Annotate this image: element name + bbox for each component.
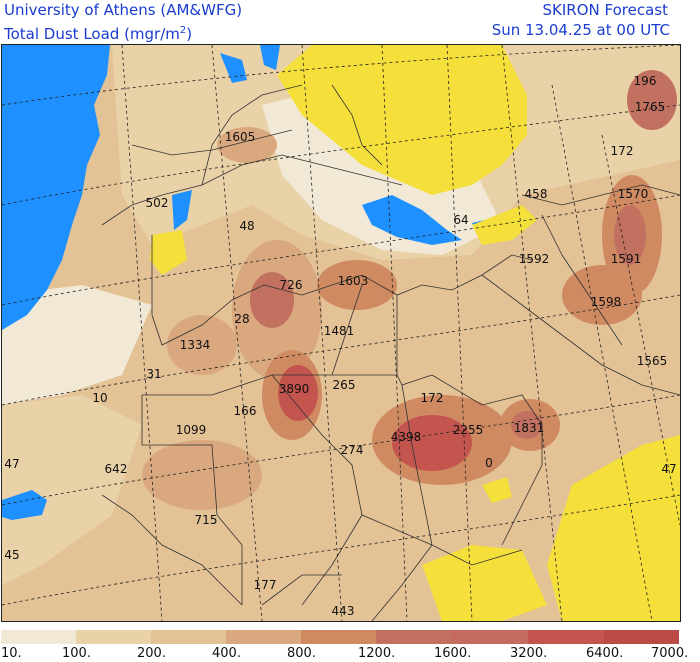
map-value-label: 265 — [332, 378, 356, 392]
legend-tick-label: 10. — [1, 646, 22, 661]
no-dust-horn — [482, 477, 512, 503]
map-value-label: 1831 — [513, 421, 545, 435]
dust-core-levant — [562, 265, 642, 325]
map-value-label: 31 — [146, 367, 162, 381]
map-value-label: 443 — [331, 604, 355, 618]
model-name: SKIRON Forecast — [542, 1, 668, 19]
map-value-label: 1598 — [590, 295, 622, 309]
legend-swatch — [151, 630, 226, 644]
legend-swatch — [376, 630, 452, 644]
field-title-close: ) — [186, 25, 193, 43]
graticule — [2, 45, 680, 621]
legend-tick-label: 3200. — [510, 646, 548, 661]
field-title: Total Dust Load (mgr/m2) — [4, 21, 192, 44]
map-value-label: 1334 — [179, 338, 211, 352]
dust-core-sahel — [142, 440, 262, 510]
legend-swatch — [76, 630, 151, 644]
legend-tick-label: 7000. — [651, 646, 689, 661]
dust-load-map: 196 1765 172 1570 1605 458 502 64 48 159… — [1, 44, 681, 622]
map-value-label: 1765 — [634, 100, 666, 114]
map-value-label: 458 — [524, 187, 548, 201]
no-dust-turkey — [472, 205, 537, 245]
legend-tick-label: 1600. — [434, 646, 472, 661]
unit-exponent: 2 — [179, 25, 187, 36]
no-dust-east-africa — [422, 545, 547, 621]
legend-tick-label: 100. — [62, 646, 91, 661]
legend-swatch — [604, 630, 679, 644]
political-borders — [101, 84, 680, 621]
dust-core-morocco — [167, 315, 237, 375]
legend-tick-label: 6400. — [586, 646, 624, 661]
map-value-label: 274 — [340, 443, 364, 457]
no-dust-arabia — [547, 435, 680, 621]
aegean-sea — [362, 195, 462, 245]
valid-time: Sun 13.04.25 at 00 UTC — [491, 21, 670, 39]
map-value-label: 726 — [279, 278, 303, 292]
no-dust-iberia — [150, 230, 187, 275]
source-name: University of Athens (AM&WFG) — [4, 1, 243, 19]
map-value-label: 715 — [194, 513, 218, 527]
map-value-label: 64 — [453, 213, 469, 227]
map-value-label: 47 — [661, 462, 677, 476]
map-value-label: 3890 — [278, 382, 310, 396]
atlantic-sea — [2, 45, 110, 330]
map-graphic — [2, 45, 680, 621]
map-value-label: 48 — [239, 219, 255, 233]
north-sea-patch — [260, 45, 280, 70]
atlantic-mid-dust — [2, 395, 142, 585]
atlantic-light-dust — [2, 285, 152, 405]
color-legend: 10. 100. 200. 400. 800. 1200. 1600. 3200… — [1, 630, 688, 662]
map-value-label: 642 — [104, 462, 128, 476]
map-value-label: 177 — [253, 578, 277, 592]
map-value-label: 1605 — [224, 130, 256, 144]
map-value-label: 4398 — [390, 430, 422, 444]
map-value-label: 1565 — [636, 354, 668, 368]
map-value-label: 172 — [610, 144, 634, 158]
map-value-label: 1592 — [518, 252, 550, 266]
map-value-label: 166 — [233, 404, 257, 418]
map-value-label: 1481 — [323, 324, 355, 338]
atlantic-sea-south — [2, 490, 47, 520]
map-value-label: 10 — [92, 391, 108, 405]
map-value-label: 1099 — [175, 423, 207, 437]
map-value-label: 1570 — [617, 187, 649, 201]
map-value-label: 2255 — [452, 423, 484, 437]
legend-tick-label: 800. — [287, 646, 316, 661]
dust-core-caspian — [627, 70, 677, 130]
map-value-label: 502 — [145, 196, 169, 210]
map-value-label: 1591 — [610, 252, 642, 266]
legend-tick-label: 200. — [137, 646, 166, 661]
dust-core-algeria-max — [278, 365, 318, 421]
legend-swatch — [301, 630, 376, 644]
map-header: University of Athens (AM&WFG) Total Dust… — [0, 0, 700, 44]
legend-tick-label: 400. — [212, 646, 241, 661]
dust-core-iran-inner — [614, 205, 646, 265]
map-value-label: 45 — [4, 548, 20, 562]
map-value-label: 172 — [420, 391, 444, 405]
no-dust-europe — [277, 45, 527, 195]
legend-swatch — [226, 630, 301, 644]
caspian-sea — [172, 190, 192, 230]
legend-swatch — [452, 630, 528, 644]
map-value-label: 28 — [234, 312, 250, 326]
legend-swatch — [1, 630, 76, 644]
legend-swatch — [528, 630, 604, 644]
dust-core-sudan-inner — [511, 411, 543, 439]
map-value-label: 0 — [485, 456, 493, 470]
map-value-label: 47 — [4, 457, 20, 471]
map-value-label: 1603 — [337, 274, 369, 288]
dust-core-nw-africa — [217, 127, 277, 163]
map-value-label: 196 — [633, 74, 657, 88]
dust-core-chad — [392, 415, 472, 471]
legend-tick-label: 1200. — [358, 646, 396, 661]
field-title-text: Total Dust Load (mgr/m — [4, 25, 180, 43]
dust-core-libya — [317, 260, 397, 310]
